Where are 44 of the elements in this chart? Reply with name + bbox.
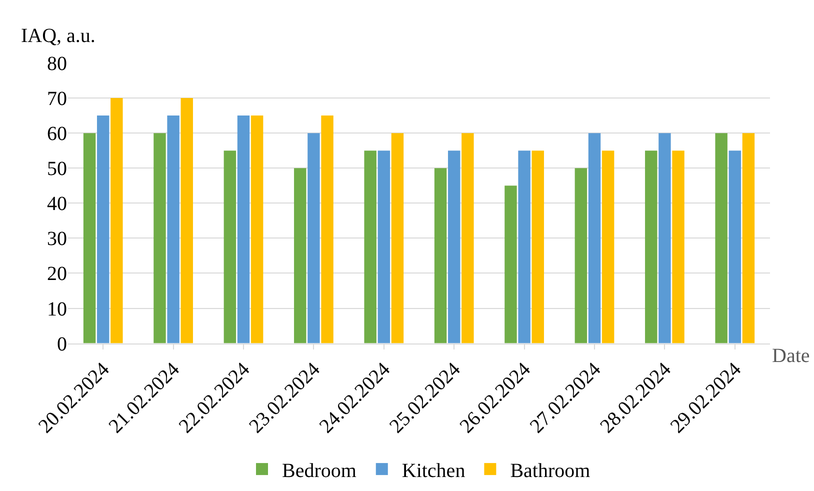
bar	[658, 133, 671, 344]
y-axis-title: IAQ, a.u.	[21, 25, 96, 47]
bar	[645, 150, 658, 344]
bar	[462, 133, 474, 344]
y-tick-label: 20	[47, 263, 67, 286]
bar	[518, 150, 530, 344]
y-tick-label: 60	[47, 123, 67, 146]
bar	[378, 150, 390, 344]
bar	[588, 133, 601, 344]
bar	[391, 133, 404, 344]
y-tick-label: 70	[47, 88, 67, 110]
bar	[237, 116, 250, 344]
bar	[602, 150, 614, 344]
bar	[224, 150, 236, 344]
bar	[110, 98, 123, 344]
bar	[574, 168, 588, 344]
y-tick-label: 30	[47, 228, 67, 250]
bar	[83, 133, 96, 344]
legend-label: Bedroom	[282, 460, 357, 482]
bar	[728, 150, 742, 344]
bar	[672, 150, 684, 344]
bar	[250, 116, 264, 344]
y-tick-label: 10	[47, 298, 67, 320]
bar	[742, 133, 755, 344]
y-tick-label: 80	[47, 53, 67, 75]
y-tick-label: 40	[47, 193, 67, 216]
bar	[448, 150, 460, 344]
legend-label: Bathroom	[510, 460, 591, 482]
bar	[321, 116, 334, 344]
bar	[167, 116, 180, 344]
bar	[96, 116, 110, 344]
y-tick-label: 0	[57, 333, 67, 356]
bar	[308, 133, 320, 344]
x-axis-title: Date	[772, 345, 810, 367]
bar	[434, 168, 447, 344]
y-tick-label: 50	[47, 158, 67, 180]
bar	[154, 133, 166, 344]
bar	[532, 150, 544, 344]
legend-label: Kitchen	[402, 460, 466, 482]
bar	[294, 168, 306, 344]
bar	[180, 98, 193, 344]
bar	[715, 133, 728, 344]
bar	[364, 150, 376, 344]
bar	[504, 186, 517, 344]
